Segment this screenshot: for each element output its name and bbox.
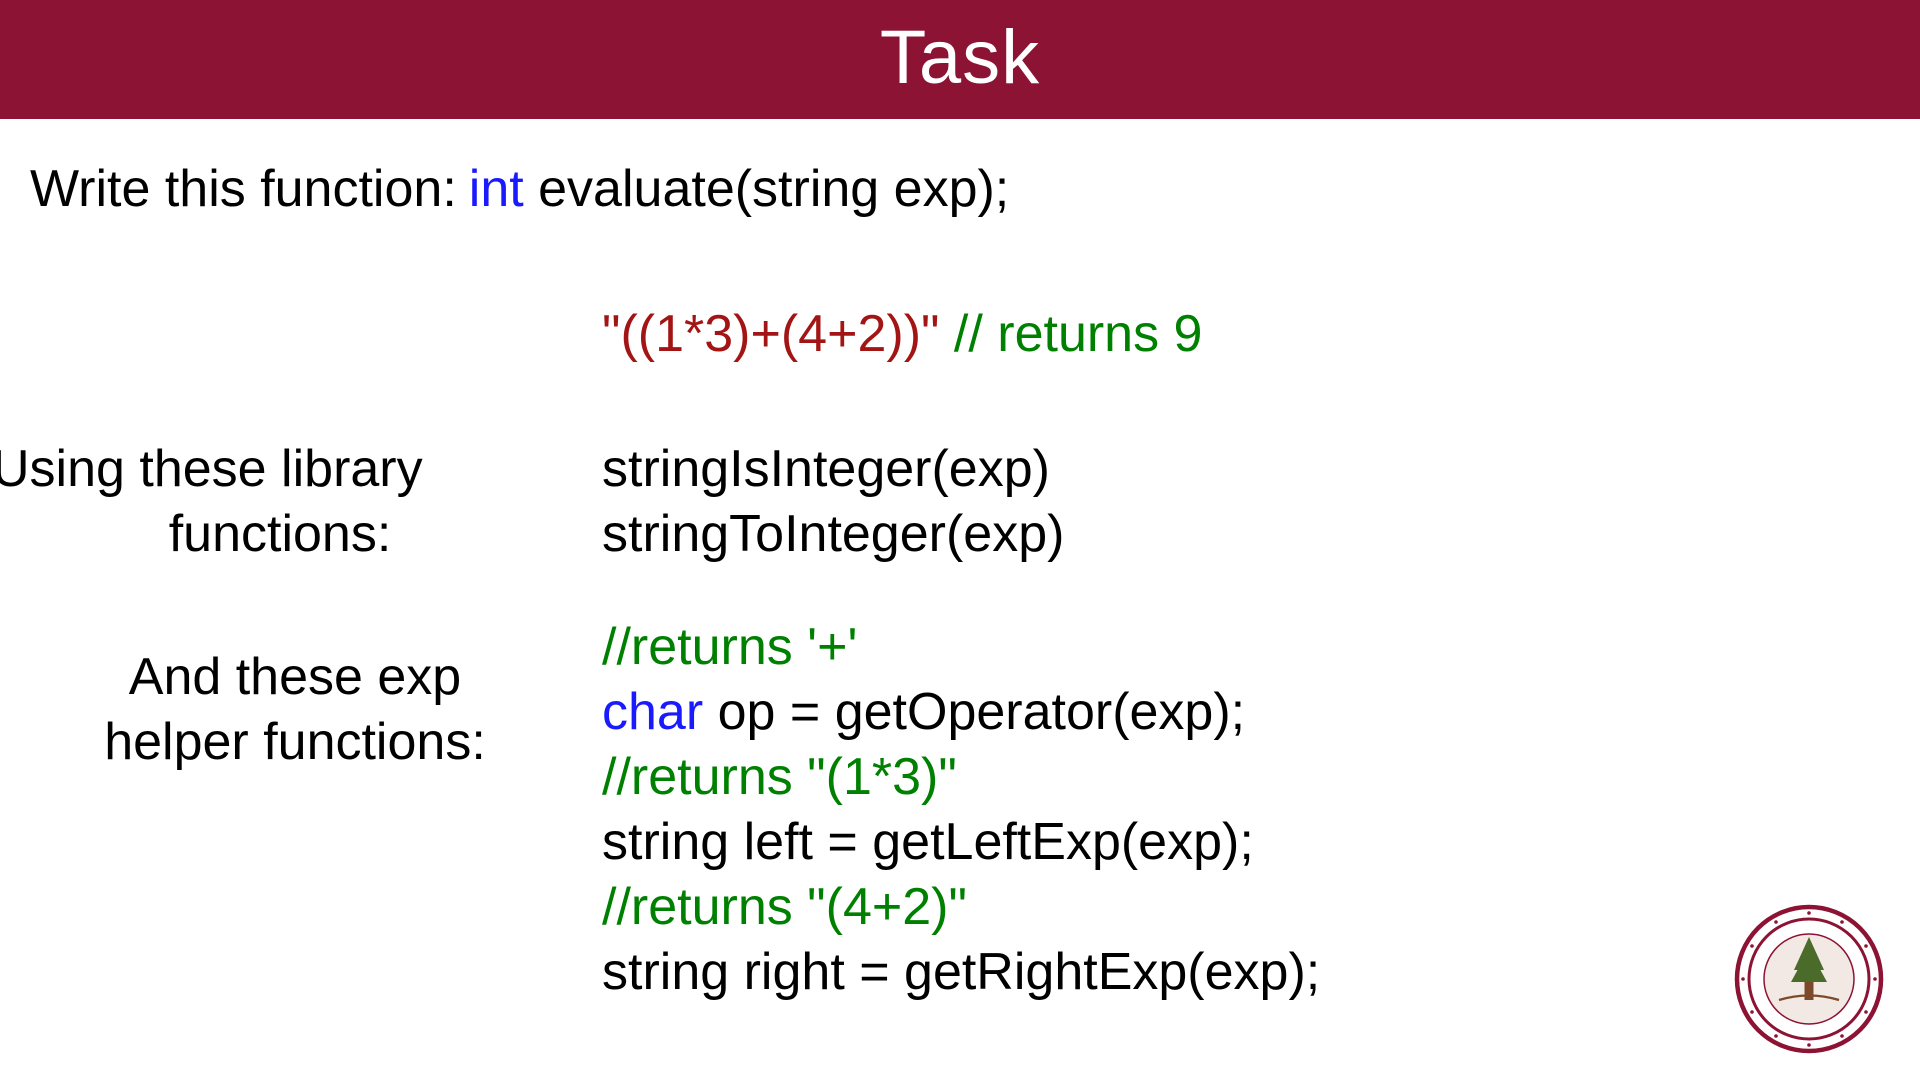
code-example: "((1*3)+(4+2))" // returns 9: [590, 302, 1920, 367]
helper-right-text: string right = getRightExp(exp);: [602, 940, 1920, 1005]
code-write-function: int evaluate(string exp);: [457, 157, 1920, 222]
label-helper-line2: helper functions:: [0, 710, 590, 775]
code-library-functions: stringIsInteger(exp) stringToInteger(exp…: [590, 437, 1920, 567]
lib-fn-2: stringToInteger(exp): [602, 502, 1920, 567]
row-write-function: Write this function: int evaluate(string…: [30, 157, 1920, 222]
helper-comment-1: //returns '+': [602, 615, 1920, 680]
slide-header: Task: [0, 0, 1920, 119]
label-helper-line1: And these exp: [0, 645, 590, 710]
label-library-line2: functions:: [0, 502, 560, 567]
signature-text: evaluate(string exp);: [524, 160, 1010, 218]
row-helper-functions: And these exp helper functions: //return…: [0, 615, 1920, 1005]
helper-op-text: op = getOperator(exp);: [703, 683, 1245, 741]
code-helper-functions: //returns '+' char op = getOperator(exp)…: [590, 615, 1920, 1005]
slide-title: Task: [880, 15, 1040, 100]
helper-comment-2: //returns "(1*3)": [602, 745, 1920, 810]
helper-line-2: char op = getOperator(exp);: [602, 680, 1920, 745]
label-write-function: Write this function:: [30, 157, 457, 222]
lib-fn-1: stringIsInteger(exp): [602, 437, 1920, 502]
helper-comment-3: //returns "(4+2)": [602, 875, 1920, 940]
label-write-function-text: Write this function:: [30, 160, 457, 218]
slide-content: Write this function: int evaluate(string…: [0, 119, 1920, 1005]
row-library-functions: Using these library functions: stringIsI…: [0, 437, 1920, 567]
keyword-char: char: [602, 683, 703, 741]
helper-left-text: string left = getLeftExp(exp);: [602, 810, 1920, 875]
row-example: "((1*3)+(4+2))" // returns 9: [0, 302, 1920, 367]
label-library-functions: Using these library functions:: [0, 437, 590, 567]
university-seal-icon: [1734, 904, 1884, 1054]
label-library-line1: Using these library: [0, 437, 590, 502]
label-helper-functions: And these exp helper functions:: [0, 615, 590, 775]
example-comment: // returns 9: [954, 305, 1203, 363]
example-string: "((1*3)+(4+2))": [602, 305, 954, 363]
keyword-int: int: [469, 160, 524, 218]
